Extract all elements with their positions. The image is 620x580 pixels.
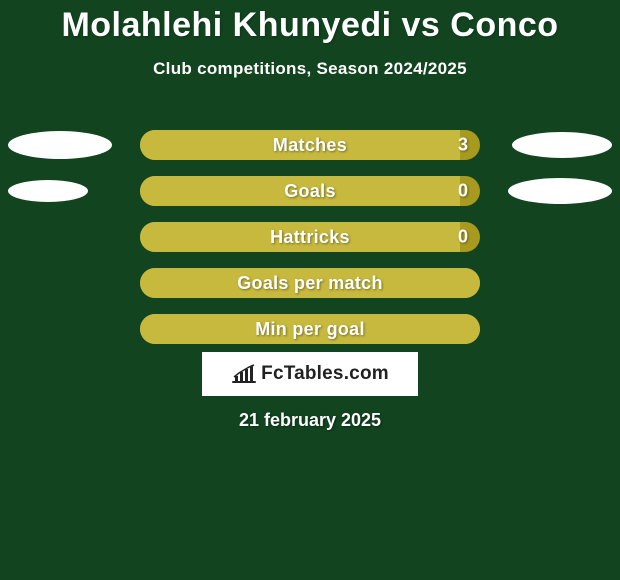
stat-rows: Matches 3 Goals 0 Hattricks 0 Goals per match M… bbox=[0, 122, 620, 352]
stat-label: Matches bbox=[273, 135, 347, 156]
bar-chart-icon bbox=[231, 364, 257, 384]
page-title: Molahlehi Khunyedi vs Conco bbox=[0, 0, 620, 45]
stat-bar: Min per goal bbox=[140, 314, 480, 344]
stat-label: Min per goal bbox=[255, 319, 365, 340]
logo-text: FcTables.com bbox=[261, 363, 389, 385]
stat-bar: Goals per match bbox=[140, 268, 480, 298]
player-a-marker bbox=[8, 131, 112, 159]
stat-value: 0 bbox=[458, 227, 468, 248]
stat-label: Goals bbox=[284, 181, 336, 202]
player-b-marker bbox=[512, 132, 612, 158]
stat-value: 3 bbox=[458, 135, 468, 156]
stat-value: 0 bbox=[458, 181, 468, 202]
page-subtitle: Club competitions, Season 2024/2025 bbox=[0, 59, 620, 79]
date-label: 21 february 2025 bbox=[0, 410, 620, 431]
logo-frame: FcTables.com bbox=[202, 352, 418, 396]
stat-bar: Matches 3 bbox=[140, 130, 480, 160]
comparison-infographic: Molahlehi Khunyedi vs Conco Club competi… bbox=[0, 0, 620, 580]
stat-row: Goals 0 bbox=[0, 168, 620, 214]
player-b-marker bbox=[508, 178, 612, 204]
stat-row: Matches 3 bbox=[0, 122, 620, 168]
player-a-marker bbox=[8, 180, 88, 202]
stat-label: Goals per match bbox=[237, 273, 383, 294]
stat-label: Hattricks bbox=[270, 227, 350, 248]
stat-row: Goals per match bbox=[0, 260, 620, 306]
stat-row: Min per goal bbox=[0, 306, 620, 352]
logo: FcTables.com bbox=[231, 363, 389, 385]
stat-bar: Hattricks 0 bbox=[140, 222, 480, 252]
stat-bar: Goals 0 bbox=[140, 176, 480, 206]
stat-row: Hattricks 0 bbox=[0, 214, 620, 260]
